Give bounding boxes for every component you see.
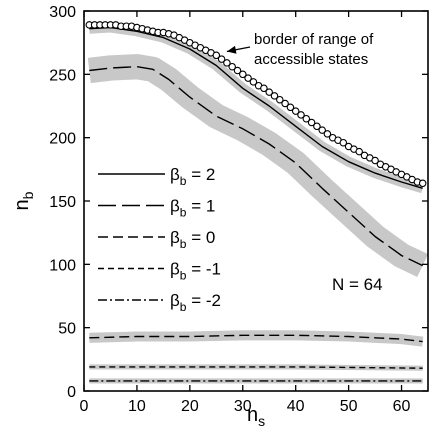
border-marker	[233, 66, 242, 75]
annotation-border-range: border of range of accessible states	[226, 31, 374, 68]
border-marker	[260, 84, 268, 93]
axis-ticks: 0 10 20 30 40 50 60 0 50 100 150 200 250 300	[49, 4, 428, 415]
legend-label: βb = 1	[170, 197, 215, 220]
border-marker	[249, 78, 258, 86]
border-marker	[291, 107, 300, 115]
x-tick-label: 40	[287, 398, 305, 415]
x-tick-label: 10	[128, 398, 146, 415]
border-marker	[244, 74, 252, 82]
annotation-n-value: N = 64	[332, 275, 383, 294]
annotation-line-2: accessible states	[254, 51, 368, 68]
border-marker	[228, 62, 236, 71]
y-tick-label: 50	[58, 321, 76, 338]
y-tick-label: 200	[49, 131, 76, 148]
legend-label: βb = 0	[170, 228, 215, 251]
line-short-dash	[89, 366, 423, 369]
border-marker	[276, 95, 284, 104]
annotation-arrowhead	[226, 45, 237, 54]
x-tick-label: 60	[393, 398, 411, 415]
border-marker	[270, 92, 279, 100]
line-medium-dash	[89, 334, 423, 343]
legend: βb = 2 βb = 1 βb = 0 βb = -1 βb = -2	[98, 165, 221, 314]
x-tick-label: 20	[181, 398, 199, 415]
border-marker	[313, 122, 321, 131]
border-marker	[286, 103, 295, 112]
border-marker	[355, 147, 363, 156]
border-marker	[281, 99, 289, 108]
y-tick-label: 300	[49, 4, 76, 21]
border-marker	[339, 138, 348, 147]
border-marker	[239, 70, 247, 79]
x-tick-label: 50	[340, 398, 358, 415]
border-markers	[85, 21, 427, 188]
border-marker	[212, 51, 221, 60]
legend-label: βb = 2	[170, 165, 215, 188]
y-tick-label: 250	[49, 67, 76, 84]
border-marker	[302, 114, 311, 123]
border-marker	[307, 118, 316, 127]
x-tick-label: 30	[234, 398, 252, 415]
x-axis-label: ns	[247, 404, 265, 429]
line-solid	[89, 26, 423, 189]
border-marker	[371, 156, 379, 165]
y-tick-label: 0	[67, 384, 76, 401]
border-marker	[318, 126, 326, 134]
border-marker	[297, 111, 305, 119]
x-tick-label: 0	[80, 398, 89, 415]
border-marker	[223, 59, 231, 67]
series-lines	[89, 26, 424, 382]
annotation-line-1: border of range of	[254, 31, 374, 48]
border-marker	[323, 130, 332, 138]
line-long-dash	[89, 65, 424, 267]
legend-label: βb = -1	[170, 260, 221, 283]
y-axis-label: nb	[11, 191, 36, 210]
legend-label: βb = -2	[170, 291, 221, 314]
border-marker	[418, 179, 427, 188]
y-tick-label: 100	[49, 257, 76, 274]
border-marker	[265, 88, 273, 96]
border-marker	[217, 55, 226, 63]
y-tick-label: 150	[49, 194, 76, 211]
